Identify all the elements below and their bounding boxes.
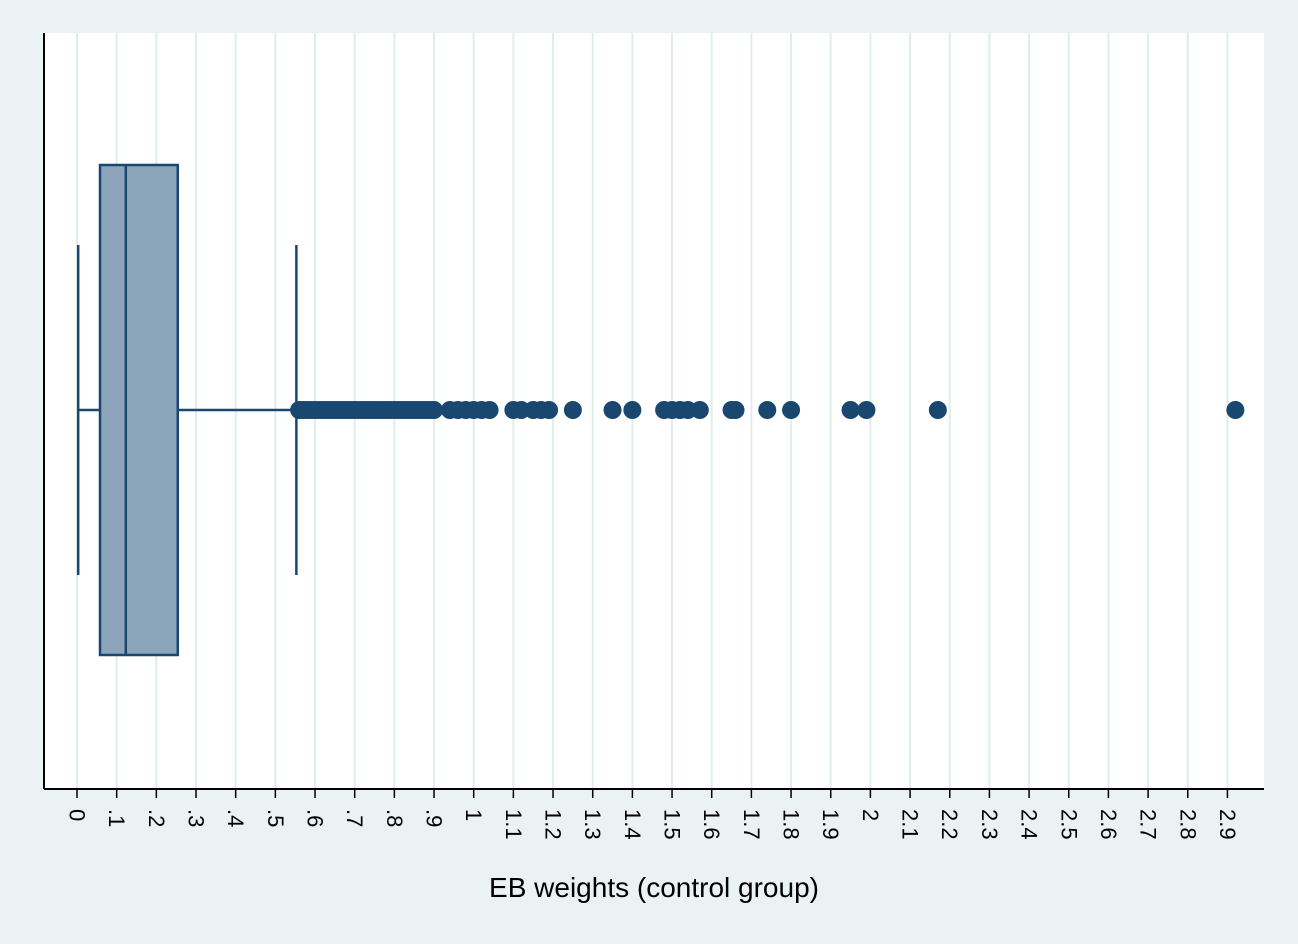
- x-tick-label: 2.4: [1017, 809, 1042, 840]
- x-tick-label: 2.6: [1096, 809, 1121, 840]
- outlier-point: [726, 401, 745, 419]
- outlier-point: [563, 401, 582, 419]
- outlier-point: [782, 401, 801, 419]
- x-tick-label: 2.1: [898, 809, 923, 840]
- x-tick-label: 1.9: [818, 809, 843, 840]
- x-tick-label: 1.1: [501, 809, 526, 840]
- outlier-point: [758, 401, 777, 419]
- x-tick-label: .1: [104, 809, 129, 827]
- outlier-point: [928, 401, 947, 419]
- x-tick-label: 2: [858, 809, 883, 821]
- outlier-point: [690, 401, 709, 419]
- x-tick-label: .2: [144, 809, 169, 827]
- outlier-point: [603, 401, 622, 419]
- outlier-point: [425, 401, 444, 419]
- x-tick-label: 1.4: [620, 809, 645, 840]
- outlier-point: [540, 401, 559, 419]
- outlier-point: [623, 401, 642, 419]
- x-tick-label: 1: [461, 809, 486, 821]
- x-tick-label: .3: [184, 809, 209, 827]
- outlier-points: [290, 401, 1245, 419]
- x-tick-label: 1.5: [660, 809, 685, 840]
- x-tick-label: 1.7: [739, 809, 764, 840]
- x-axis-ticks: 0 .1 .2 .3 .4 .5 .6 .7 .8 .9 1 1.1 1.2 1.3 1.4 1.5 1.6 1.…: [65, 789, 1240, 840]
- x-tick-label: .5: [263, 809, 288, 827]
- outlier-point: [480, 401, 499, 419]
- x-tick-label: 2.8: [1175, 809, 1200, 840]
- x-tick-label: .6: [303, 809, 328, 827]
- x-tick-label: 1.2: [541, 809, 566, 840]
- outlier-point: [841, 401, 860, 419]
- x-tick-label: 2.9: [1215, 809, 1240, 840]
- x-tick-label: .9: [422, 809, 447, 827]
- outlier-point: [857, 401, 876, 419]
- outlier-point: [1226, 401, 1245, 419]
- x-tick-label: 2.3: [977, 809, 1002, 840]
- x-tick-label: 1.6: [699, 809, 724, 840]
- x-tick-label: .7: [342, 809, 367, 827]
- x-tick-label: 2.7: [1136, 809, 1161, 840]
- x-axis-title: EB weights (control group): [489, 872, 819, 903]
- x-tick-label: 1.3: [580, 809, 605, 840]
- box-and-whiskers: [76, 163, 298, 657]
- x-tick-label: 2.5: [1056, 809, 1081, 840]
- x-tick-label: 1.8: [779, 809, 804, 840]
- x-tick-label: .8: [382, 809, 407, 827]
- x-tick-label: .4: [223, 809, 248, 827]
- x-tick-label: 0: [65, 809, 90, 821]
- x-tick-label: 2.2: [937, 809, 962, 840]
- interquartile-box: [98, 163, 180, 657]
